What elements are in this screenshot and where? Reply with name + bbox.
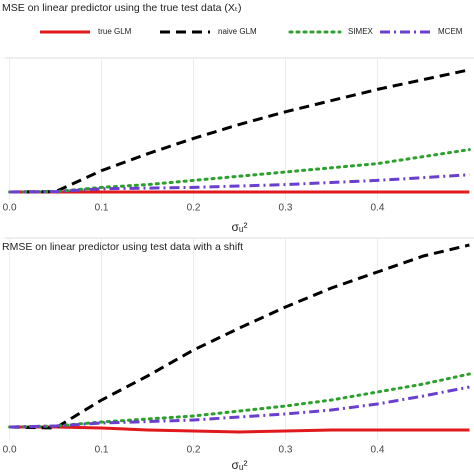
chart-title: RMSE on linear predictor using test data… xyxy=(2,241,243,253)
x-tick-label: 0.0 xyxy=(3,203,17,214)
x-tick-label: 0.3 xyxy=(279,203,293,214)
series-line xyxy=(8,148,471,194)
x-tick-label: 0.1 xyxy=(95,203,109,214)
x-axis-label: σᵤ² xyxy=(232,458,248,472)
legend-label: true GLM xyxy=(98,27,132,36)
x-tick-label: 0.4 xyxy=(370,445,384,456)
x-tick-label: 0.2 xyxy=(187,445,201,456)
x-tick-label: 0.2 xyxy=(187,203,201,214)
legend-label: naive GLM xyxy=(218,27,257,36)
series-line xyxy=(9,425,470,434)
chart-title: MSE on linear predictor using the true t… xyxy=(2,2,241,14)
series-line xyxy=(9,385,470,429)
x-tick-label: 0.0 xyxy=(3,445,17,456)
series-line xyxy=(9,68,470,194)
x-tick-label: 0.4 xyxy=(370,203,384,214)
x-axis-label: σᵤ² xyxy=(232,220,248,234)
series-line xyxy=(9,173,470,194)
legend-label: MCEM xyxy=(438,27,463,36)
series-line xyxy=(8,372,471,429)
x-tick-label: 0.1 xyxy=(95,445,109,456)
x-tick-label: 0.3 xyxy=(279,445,293,456)
series-line xyxy=(9,243,470,430)
legend-label: SIMEX xyxy=(348,27,374,36)
